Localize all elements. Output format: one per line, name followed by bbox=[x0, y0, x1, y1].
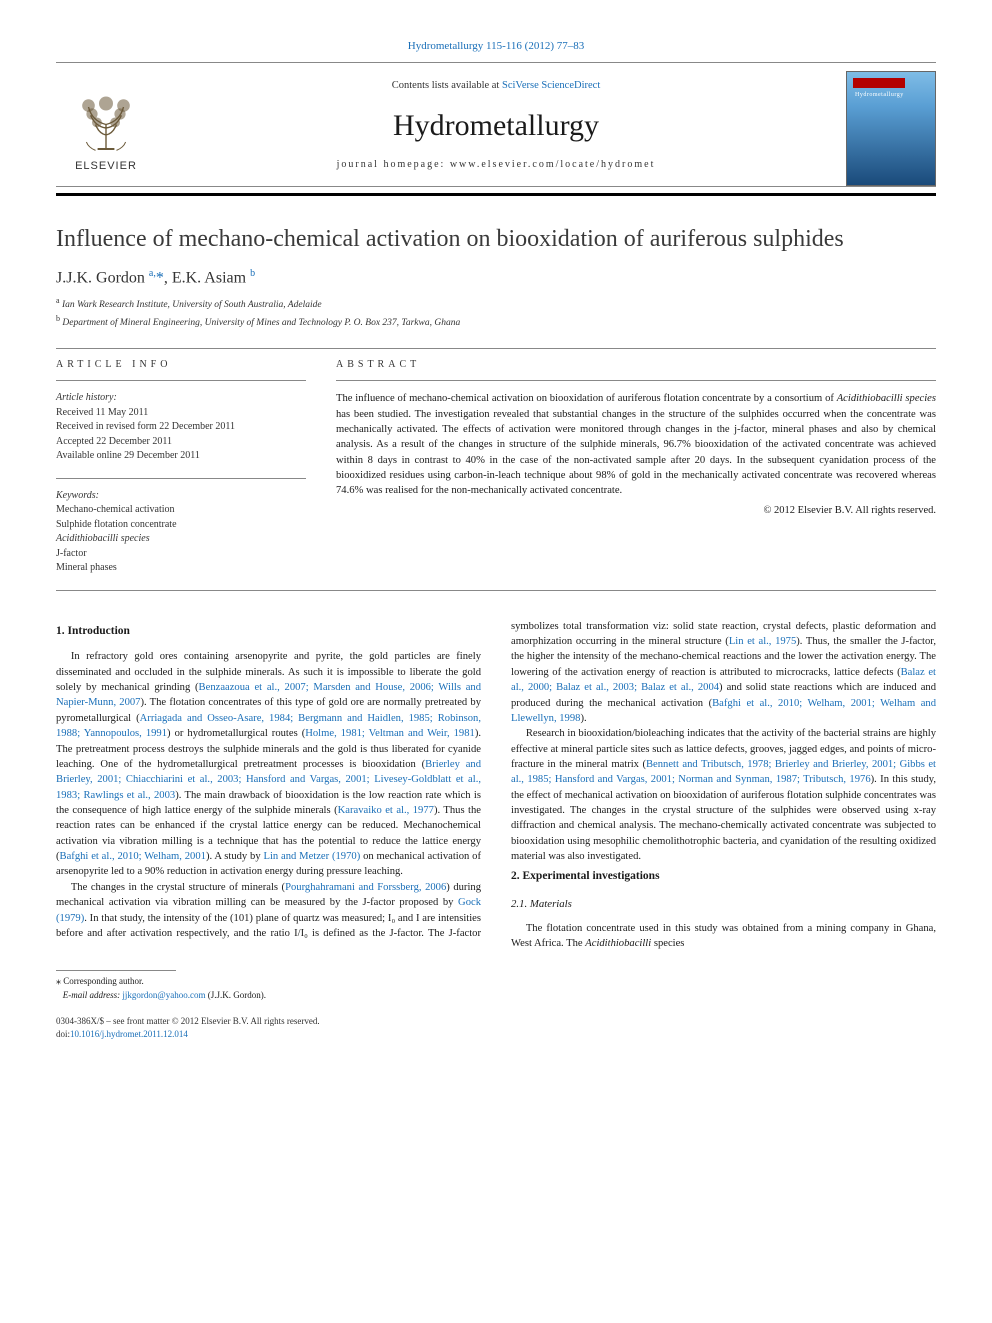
subsection-heading: 2.1. Materials bbox=[511, 897, 936, 913]
journal-ref-link[interactable]: Hydrometallurgy 115-116 (2012) 77–83 bbox=[56, 40, 936, 52]
front-matter-line: 0304-386X/$ – see front matter © 2012 El… bbox=[56, 1016, 320, 1026]
abstract-heading: abstract bbox=[336, 359, 936, 370]
history-label: Article history: bbox=[56, 392, 117, 403]
section-heading: 1. Introduction bbox=[56, 623, 481, 640]
citation-link[interactable]: Karavaiko et al., 1977 bbox=[338, 805, 434, 816]
thin-rule bbox=[56, 590, 936, 591]
keywords-label: Keywords: bbox=[56, 490, 99, 501]
thin-rule bbox=[56, 478, 306, 479]
article-info-column: article info Article history: Received 1… bbox=[56, 359, 306, 576]
keyword: J-factor bbox=[56, 548, 87, 559]
cover-title: Hydrometallurgy bbox=[855, 92, 904, 98]
doi-link[interactable]: 10.1016/j.hydromet.2011.12.014 bbox=[70, 1029, 188, 1039]
contents-line: Contents lists available at SciVerse Sci… bbox=[186, 80, 806, 91]
body-paragraph: In refractory gold ores containing arsen… bbox=[56, 649, 481, 879]
journal-title: Hydrometallurgy bbox=[186, 109, 806, 143]
journal-homepage: journal homepage: www.elsevier.com/locat… bbox=[186, 159, 806, 170]
footnote-tail: (J.J.K. Gordon). bbox=[205, 990, 266, 1000]
elsevier-wordmark: ELSEVIER bbox=[75, 160, 137, 172]
email-label: E-mail address: bbox=[63, 990, 120, 1000]
citation-link[interactable]: Pourghahramani and Forssberg, 2006 bbox=[285, 882, 446, 893]
journal-cover-thumb: Hydrometallurgy bbox=[846, 71, 936, 186]
section-heading: 2. Experimental investigations bbox=[511, 868, 936, 885]
abstract-text: The influence of mechano-chemical activa… bbox=[336, 391, 936, 499]
keywords-block: Keywords: Mechano-chemical activation Su… bbox=[56, 489, 306, 576]
history-line: Received in revised form 22 December 201… bbox=[56, 421, 235, 432]
article-history: Article history: Received 11 May 2011 Re… bbox=[56, 391, 306, 464]
abstract-copyright: © 2012 Elsevier B.V. All rights reserved… bbox=[336, 505, 936, 516]
abstract-column: abstract The influence of mechano-chemic… bbox=[336, 359, 936, 576]
email-link[interactable]: jjkgordon@yahoo.com bbox=[122, 990, 205, 1000]
keyword: Mechano-chemical activation bbox=[56, 504, 175, 515]
author-list: J.J.K. Gordon a,*, E.K. Asiam b bbox=[56, 268, 936, 287]
keyword: Acidithiobacilli species bbox=[56, 533, 150, 544]
history-line: Available online 29 December 2011 bbox=[56, 450, 200, 461]
body-paragraph: Research in biooxidation/bioleaching ind… bbox=[511, 726, 936, 864]
citation-link[interactable]: Bafghi et al., 2010; Welham, 2001 bbox=[60, 851, 206, 862]
keyword: Sulphide flotation concentrate bbox=[56, 519, 177, 530]
footnote-rule bbox=[56, 970, 176, 971]
footnote-text: Corresponding author. bbox=[63, 976, 144, 986]
citation-link[interactable]: Lin et al., 1975 bbox=[729, 636, 796, 647]
thin-rule bbox=[56, 348, 936, 349]
tree-icon bbox=[71, 86, 141, 156]
thin-rule bbox=[56, 380, 306, 381]
contents-prefix: Contents lists available at bbox=[392, 80, 502, 91]
keyword: Mineral phases bbox=[56, 562, 117, 573]
page-footer: 0304-386X/$ – see front matter © 2012 El… bbox=[56, 1015, 936, 1040]
citation-link[interactable]: Lin and Metzer (1970) bbox=[263, 851, 360, 862]
article-info-heading: article info bbox=[56, 359, 306, 370]
body-paragraph: The flotation concentrate used in this s… bbox=[511, 921, 936, 952]
thin-rule bbox=[336, 380, 936, 381]
doi-prefix: doi: bbox=[56, 1029, 70, 1039]
elsevier-logo: ELSEVIER bbox=[56, 74, 156, 184]
affiliations: a Ian Wark Research Institute, Universit… bbox=[56, 295, 936, 330]
corresponding-author-footnote: ⁎ Corresponding author. E-mail address: … bbox=[56, 975, 936, 1002]
history-line: Accepted 22 December 2011 bbox=[56, 436, 172, 447]
sciencedirect-link[interactable]: SciVerse ScienceDirect bbox=[502, 80, 600, 91]
body-two-column: 1. Introduction In refractory gold ores … bbox=[56, 619, 936, 952]
citation-link[interactable]: Holme, 1981; Veltman and Weir, 1981 bbox=[305, 728, 475, 739]
masthead: ELSEVIER Contents lists available at Sci… bbox=[56, 62, 936, 187]
article-title: Influence of mechano-chemical activation… bbox=[56, 224, 936, 254]
history-line: Received 11 May 2011 bbox=[56, 407, 148, 418]
bold-rule bbox=[56, 193, 936, 196]
